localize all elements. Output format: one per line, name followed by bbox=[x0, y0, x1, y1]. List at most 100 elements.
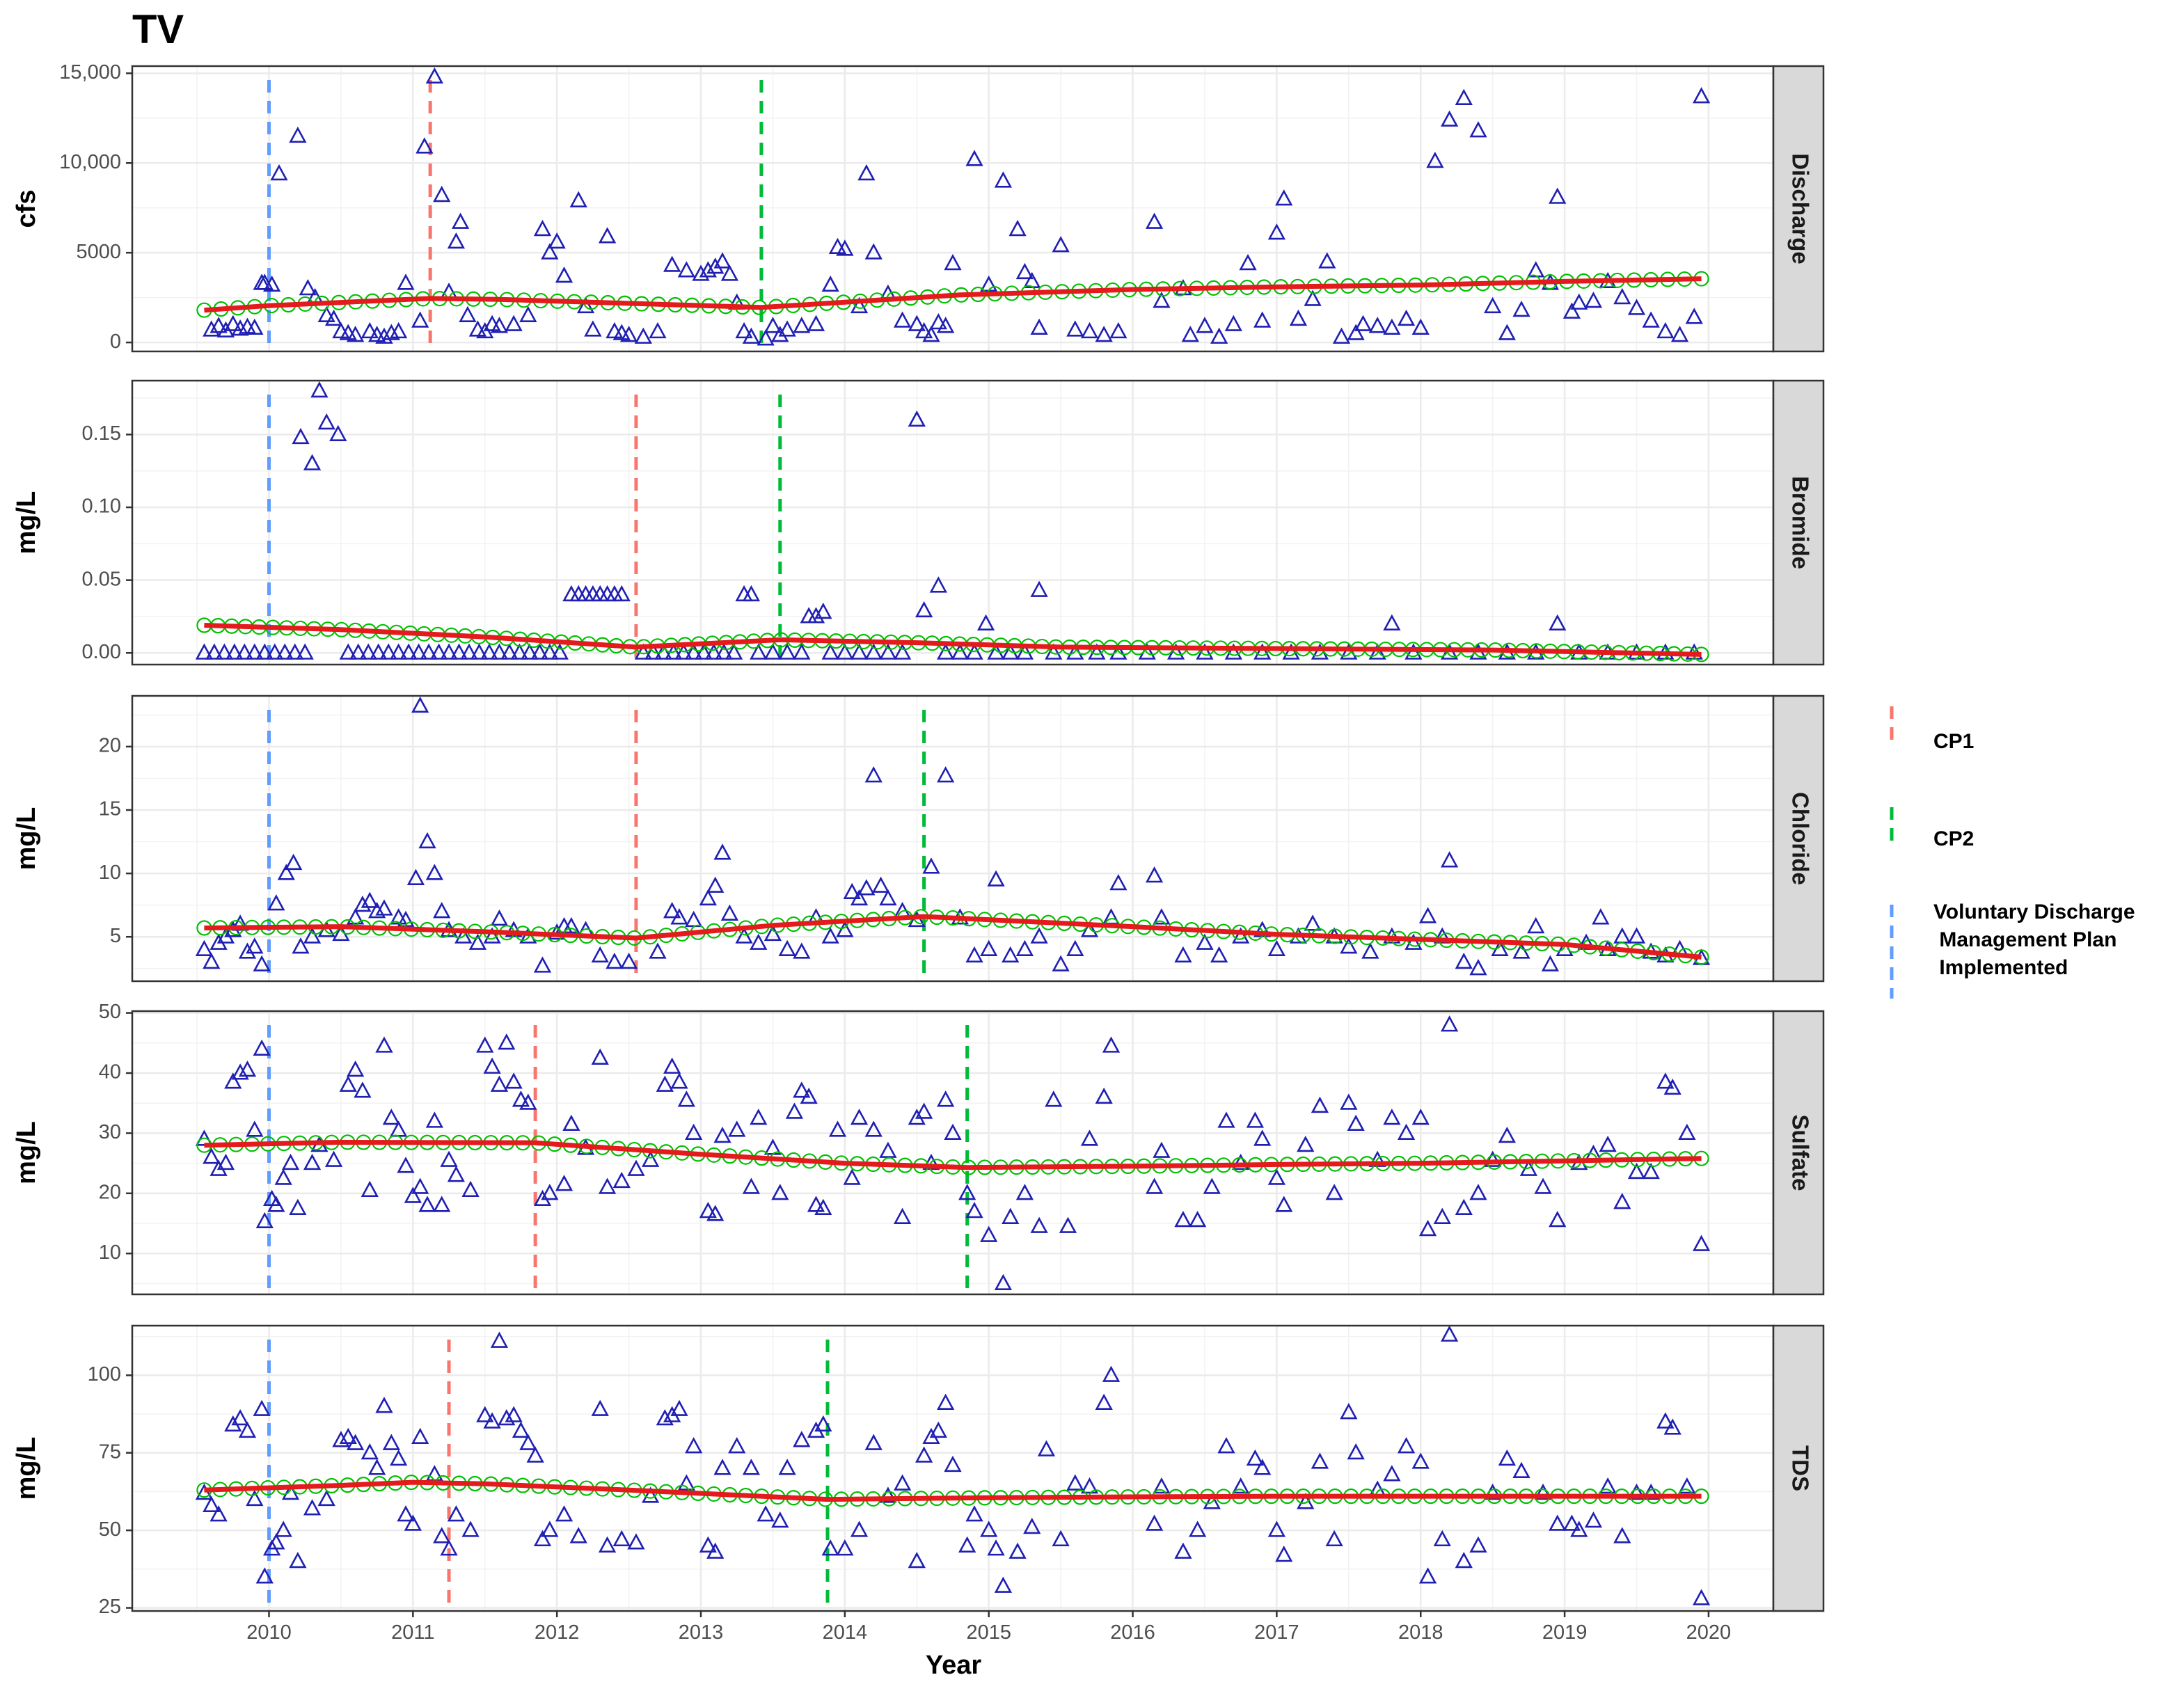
observed-point bbox=[1052, 955, 1070, 971]
observed-point bbox=[476, 1406, 494, 1422]
observed-point bbox=[850, 643, 869, 660]
observed-point bbox=[1015, 643, 1034, 660]
observed-point bbox=[397, 273, 415, 290]
observed-point bbox=[937, 1090, 955, 1107]
observed-point bbox=[656, 1408, 674, 1426]
observed-point bbox=[411, 1177, 429, 1194]
observed-point bbox=[649, 942, 667, 959]
observed-point bbox=[375, 899, 393, 916]
observed-point bbox=[1469, 121, 1487, 138]
observed-point bbox=[490, 1075, 509, 1092]
y-tick-label: 10 bbox=[99, 862, 121, 884]
observed-point bbox=[1455, 1198, 1473, 1215]
observed-point bbox=[670, 1072, 688, 1089]
observed-point bbox=[1181, 326, 1199, 342]
x-tick-label: 2015 bbox=[966, 1621, 1011, 1644]
observed-point bbox=[1368, 317, 1386, 333]
observed-point bbox=[937, 317, 955, 333]
observed-point bbox=[706, 1542, 725, 1559]
y-tick-label: 5000 bbox=[76, 241, 121, 263]
observed-point bbox=[215, 643, 234, 660]
observed-point bbox=[598, 1177, 617, 1194]
observed-point bbox=[303, 1499, 322, 1516]
observed-point bbox=[274, 1521, 292, 1537]
observed-point bbox=[461, 1521, 480, 1537]
observed-point bbox=[1253, 643, 1272, 660]
observed-point bbox=[1008, 1542, 1027, 1559]
observed-point bbox=[1246, 1449, 1265, 1466]
observed-point bbox=[231, 1063, 249, 1080]
observed-point bbox=[612, 585, 631, 602]
observed-point bbox=[289, 1551, 307, 1569]
observed-point bbox=[238, 942, 257, 959]
observed-point bbox=[1656, 321, 1675, 339]
observed-point bbox=[255, 1567, 274, 1584]
observed-point bbox=[1239, 253, 1257, 271]
observed-point bbox=[763, 924, 782, 942]
observed-point bbox=[1549, 614, 1567, 630]
observed-point bbox=[750, 1109, 768, 1125]
y-tick-label: 50 bbox=[99, 1518, 121, 1541]
observed-point bbox=[1433, 1207, 1451, 1224]
observed-point bbox=[490, 643, 509, 660]
observed-point bbox=[555, 1175, 573, 1191]
plot-background bbox=[132, 66, 1773, 351]
observed-point bbox=[1224, 643, 1242, 660]
observed-point bbox=[1549, 187, 1567, 204]
observed-point bbox=[713, 252, 731, 269]
observed-point bbox=[929, 1421, 947, 1438]
observed-point bbox=[1670, 326, 1689, 342]
observed-point bbox=[1080, 1477, 1099, 1494]
observed-point bbox=[519, 1093, 537, 1110]
chart-title: TV bbox=[132, 7, 184, 52]
observed-point bbox=[864, 1434, 883, 1450]
observed-point bbox=[1267, 1521, 1286, 1537]
plot-background bbox=[132, 1011, 1773, 1294]
observed-point bbox=[1253, 1459, 1272, 1475]
observed-point bbox=[612, 1171, 631, 1189]
observed-point bbox=[404, 1186, 422, 1203]
observed-point bbox=[329, 424, 347, 441]
observed-point bbox=[1642, 1162, 1660, 1180]
observed-point bbox=[1095, 1393, 1113, 1410]
observed-point bbox=[1145, 866, 1164, 883]
observed-point bbox=[713, 843, 731, 860]
observed-point bbox=[980, 1225, 998, 1242]
observed-point bbox=[500, 643, 519, 660]
observed-point bbox=[591, 1048, 609, 1065]
observed-point bbox=[1613, 1527, 1631, 1543]
observed-point bbox=[483, 1412, 501, 1429]
observed-point bbox=[785, 1102, 804, 1119]
observed-point bbox=[663, 1057, 681, 1074]
observed-point bbox=[850, 1521, 869, 1537]
observed-point bbox=[1015, 1184, 1034, 1200]
legend-label: Voluntary Discharge Management Plan Impl… bbox=[1933, 900, 2135, 979]
observed-point bbox=[598, 1536, 617, 1553]
legend-label: CP2 bbox=[1933, 827, 1974, 850]
observed-point bbox=[425, 864, 444, 880]
observed-point bbox=[706, 1205, 725, 1221]
observed-point bbox=[649, 321, 667, 339]
observed-point bbox=[1109, 321, 1127, 339]
observed-point bbox=[793, 942, 811, 959]
observed-point bbox=[864, 243, 883, 260]
observed-point bbox=[346, 1060, 365, 1077]
observed-point bbox=[216, 1153, 235, 1170]
observed-point bbox=[231, 1408, 249, 1426]
observed-point bbox=[641, 1150, 660, 1167]
observed-point bbox=[720, 904, 739, 921]
observed-point bbox=[879, 889, 897, 906]
observed-point bbox=[1418, 907, 1437, 923]
observed-point bbox=[994, 1273, 1013, 1290]
panel-bromide: Bromide 0.00 0.05 0.10 0.15 mg/L bbox=[12, 379, 1825, 666]
observed-point bbox=[1512, 1461, 1530, 1479]
observed-points bbox=[195, 381, 1703, 660]
strip-label: Chloride bbox=[1787, 792, 1813, 885]
observed-point bbox=[685, 1123, 703, 1140]
observed-point bbox=[793, 317, 811, 333]
observed-point bbox=[562, 1114, 580, 1132]
observed-point bbox=[915, 321, 933, 339]
observed-point bbox=[569, 1527, 587, 1543]
observed-point bbox=[1166, 643, 1185, 660]
